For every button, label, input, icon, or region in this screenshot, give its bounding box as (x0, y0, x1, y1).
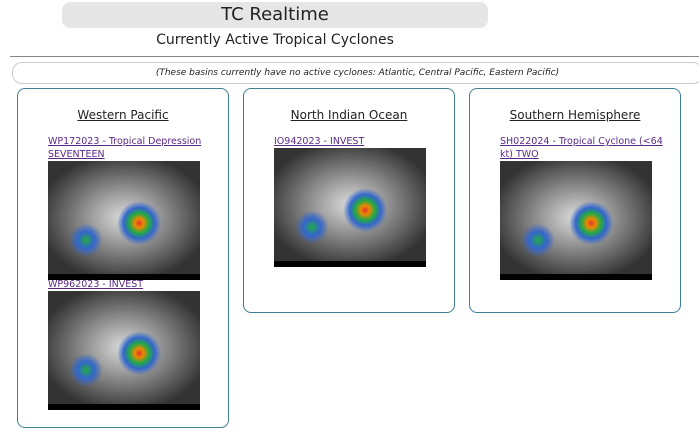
storm-link[interactable]: SH022024 - Tropical Cyclone (<64 kt) TWO (500, 136, 663, 160)
basin-heading: Western Pacific (77, 108, 169, 122)
basin-panel-western-pacific: Western Pacific WP172023 - Tropical Depr… (17, 88, 229, 428)
storm-link[interactable]: WP962023 - INVEST (48, 279, 144, 290)
inactive-basins-notice: (These basins currently have no active c… (12, 62, 699, 84)
divider (10, 56, 699, 57)
storm-satellite-image[interactable] (48, 161, 200, 280)
storm-satellite-image[interactable] (48, 291, 200, 410)
storm-link[interactable]: IO942023 - INVEST (274, 136, 365, 147)
basin-panel-north-indian-ocean: North Indian Ocean IO942023 - INVEST (243, 88, 455, 313)
basin-heading: North Indian Ocean (290, 108, 408, 122)
basin-heading: Southern Hemisphere (509, 108, 641, 122)
storm-satellite-image[interactable] (274, 148, 426, 267)
site-title: TC Realtime (62, 2, 488, 28)
storm-satellite-image[interactable] (500, 161, 652, 280)
basin-panel-southern-hemisphere: Southern Hemisphere SH022024 - Tropical … (469, 88, 681, 313)
page-subtitle: Currently Active Tropical Cyclones (156, 32, 394, 48)
storm-link[interactable]: WP172023 - Tropical Depression SEVENTEEN (48, 136, 202, 160)
